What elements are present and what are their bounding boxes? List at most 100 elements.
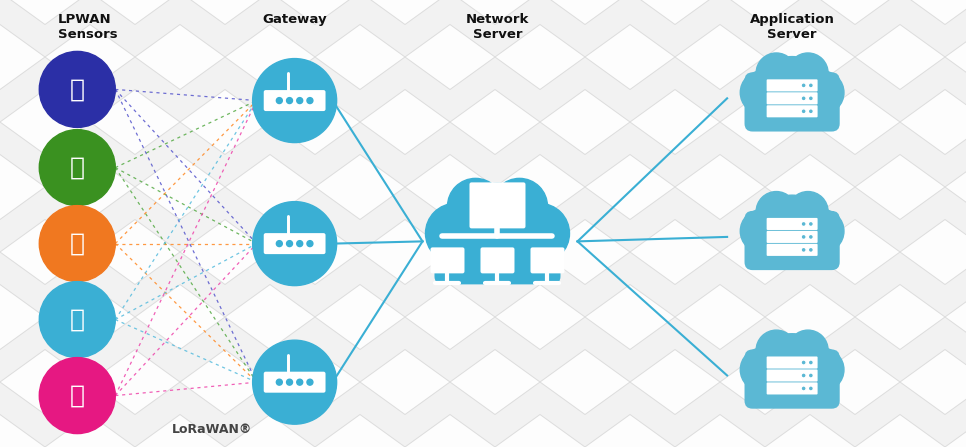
Polygon shape xyxy=(45,414,135,447)
Circle shape xyxy=(788,53,828,93)
Polygon shape xyxy=(0,0,90,25)
Polygon shape xyxy=(0,350,90,414)
Circle shape xyxy=(765,195,819,250)
Text: LPWAN
Sensors: LPWAN Sensors xyxy=(58,13,118,42)
Circle shape xyxy=(40,206,115,282)
Polygon shape xyxy=(315,284,405,350)
Circle shape xyxy=(297,240,302,247)
FancyBboxPatch shape xyxy=(435,208,560,284)
Polygon shape xyxy=(270,350,360,414)
Circle shape xyxy=(788,330,828,371)
Circle shape xyxy=(447,178,503,234)
Polygon shape xyxy=(360,89,450,155)
Circle shape xyxy=(801,348,844,391)
Polygon shape xyxy=(405,155,495,219)
Circle shape xyxy=(276,97,282,104)
Polygon shape xyxy=(630,219,720,284)
Polygon shape xyxy=(225,155,315,219)
Polygon shape xyxy=(855,25,945,89)
Polygon shape xyxy=(90,89,180,155)
Polygon shape xyxy=(675,25,765,89)
FancyBboxPatch shape xyxy=(264,90,326,111)
FancyBboxPatch shape xyxy=(530,247,564,274)
Polygon shape xyxy=(945,25,966,89)
Circle shape xyxy=(253,202,336,286)
Polygon shape xyxy=(135,284,225,350)
Polygon shape xyxy=(810,89,900,155)
Polygon shape xyxy=(45,25,135,89)
Polygon shape xyxy=(315,155,405,219)
FancyBboxPatch shape xyxy=(745,350,839,409)
FancyBboxPatch shape xyxy=(480,247,515,274)
Polygon shape xyxy=(720,0,810,25)
FancyBboxPatch shape xyxy=(767,218,817,230)
Polygon shape xyxy=(405,414,495,447)
Polygon shape xyxy=(450,89,540,155)
FancyBboxPatch shape xyxy=(745,211,839,270)
Text: Application
Server: Application Server xyxy=(750,13,835,42)
Polygon shape xyxy=(315,25,405,89)
Polygon shape xyxy=(180,0,270,25)
Text: LoRaWAN®: LoRaWAN® xyxy=(172,423,253,436)
Circle shape xyxy=(801,96,807,101)
Circle shape xyxy=(756,192,796,232)
Circle shape xyxy=(297,379,302,385)
Polygon shape xyxy=(0,25,45,89)
Circle shape xyxy=(307,379,313,385)
Circle shape xyxy=(801,221,807,227)
Circle shape xyxy=(801,360,807,365)
Text: 🐑: 🐑 xyxy=(70,156,85,180)
Polygon shape xyxy=(495,25,585,89)
Text: 📦: 📦 xyxy=(70,232,85,256)
Circle shape xyxy=(809,109,813,114)
Polygon shape xyxy=(945,414,966,447)
Circle shape xyxy=(460,183,535,259)
Circle shape xyxy=(287,379,293,385)
Polygon shape xyxy=(765,284,855,350)
Polygon shape xyxy=(855,155,945,219)
FancyBboxPatch shape xyxy=(767,79,817,92)
Polygon shape xyxy=(810,350,900,414)
Circle shape xyxy=(809,96,813,101)
FancyBboxPatch shape xyxy=(745,72,839,131)
Circle shape xyxy=(809,247,813,253)
Circle shape xyxy=(801,71,844,114)
Circle shape xyxy=(425,203,486,263)
Polygon shape xyxy=(765,155,855,219)
Polygon shape xyxy=(585,414,675,447)
Text: Network
Server: Network Server xyxy=(466,13,529,42)
FancyBboxPatch shape xyxy=(767,382,817,395)
Polygon shape xyxy=(450,0,540,25)
FancyBboxPatch shape xyxy=(767,244,817,256)
FancyBboxPatch shape xyxy=(431,247,465,274)
Circle shape xyxy=(40,130,115,206)
Circle shape xyxy=(756,330,796,371)
Circle shape xyxy=(40,282,115,358)
Circle shape xyxy=(765,334,819,388)
Polygon shape xyxy=(225,414,315,447)
Polygon shape xyxy=(135,414,225,447)
Polygon shape xyxy=(270,219,360,284)
Polygon shape xyxy=(720,89,810,155)
Polygon shape xyxy=(270,0,360,25)
Text: 🎛: 🎛 xyxy=(70,308,85,332)
Polygon shape xyxy=(630,0,720,25)
Circle shape xyxy=(307,240,313,247)
Polygon shape xyxy=(405,25,495,89)
Polygon shape xyxy=(90,0,180,25)
Circle shape xyxy=(297,97,302,104)
Polygon shape xyxy=(45,284,135,350)
Polygon shape xyxy=(495,414,585,447)
Circle shape xyxy=(276,240,282,247)
Polygon shape xyxy=(495,284,585,350)
FancyBboxPatch shape xyxy=(767,92,817,105)
Polygon shape xyxy=(0,284,45,350)
Polygon shape xyxy=(900,350,966,414)
Circle shape xyxy=(801,234,807,240)
Polygon shape xyxy=(630,350,720,414)
Polygon shape xyxy=(900,219,966,284)
Polygon shape xyxy=(585,25,675,89)
Polygon shape xyxy=(720,219,810,284)
Circle shape xyxy=(287,97,293,104)
Polygon shape xyxy=(720,350,810,414)
